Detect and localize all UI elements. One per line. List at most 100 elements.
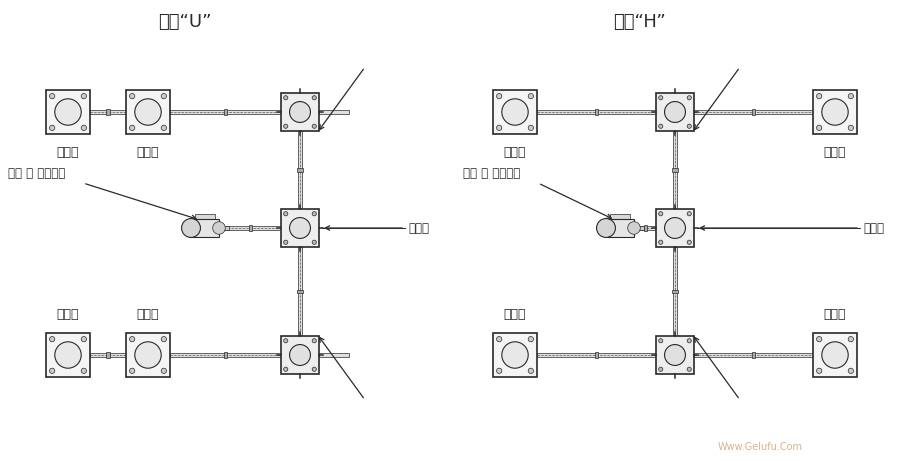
Circle shape	[848, 125, 854, 130]
Bar	[170, 110, 281, 114]
Circle shape	[129, 125, 135, 130]
Circle shape	[49, 368, 55, 373]
Circle shape	[664, 344, 685, 366]
Bar	[595, 352, 598, 358]
Bar	[595, 109, 598, 115]
Circle shape	[597, 219, 615, 237]
Text: 布局“H”: 布局“H”	[613, 13, 666, 31]
Bar	[297, 168, 303, 172]
Bar	[752, 109, 755, 115]
Bar	[634, 226, 644, 230]
Circle shape	[284, 96, 288, 100]
Circle shape	[659, 367, 662, 372]
Bar	[694, 110, 813, 114]
Text: 升降机: 升降机	[504, 308, 526, 321]
Bar	[319, 110, 349, 114]
Circle shape	[501, 99, 528, 125]
Circle shape	[497, 94, 501, 99]
Circle shape	[129, 94, 135, 99]
Bar	[493, 333, 537, 377]
Circle shape	[135, 342, 161, 368]
Bar	[694, 353, 813, 357]
Bar	[298, 131, 302, 209]
Circle shape	[161, 368, 167, 373]
Bar	[90, 353, 126, 357]
Bar	[191, 219, 219, 237]
Circle shape	[312, 339, 317, 343]
Bar	[224, 352, 228, 358]
Bar	[606, 219, 634, 237]
Circle shape	[501, 342, 528, 368]
Circle shape	[161, 337, 167, 342]
Circle shape	[528, 368, 533, 373]
Circle shape	[659, 212, 662, 216]
Circle shape	[816, 94, 822, 99]
Bar	[298, 247, 302, 336]
Circle shape	[289, 218, 310, 238]
Circle shape	[664, 218, 685, 238]
Bar	[219, 226, 229, 230]
Circle shape	[687, 96, 692, 100]
Bar	[90, 110, 126, 114]
Circle shape	[528, 337, 533, 342]
Text: 升降机: 升降机	[824, 146, 846, 159]
Bar	[281, 336, 319, 374]
Bar	[220, 226, 281, 230]
Circle shape	[687, 212, 692, 216]
Circle shape	[497, 337, 501, 342]
Circle shape	[81, 337, 86, 342]
Circle shape	[284, 339, 288, 343]
Circle shape	[284, 124, 288, 128]
Bar	[672, 168, 678, 172]
Circle shape	[528, 125, 533, 130]
Bar	[643, 225, 647, 231]
Circle shape	[81, 94, 86, 99]
Bar	[656, 336, 694, 374]
Circle shape	[664, 101, 685, 123]
Bar	[610, 214, 630, 224]
Text: 齿轮筱: 齿轮筱	[863, 221, 884, 235]
Circle shape	[289, 101, 310, 123]
Circle shape	[49, 337, 55, 342]
Text: 升降机: 升降机	[136, 146, 159, 159]
Text: 升降机: 升降机	[136, 308, 159, 321]
Circle shape	[659, 124, 662, 128]
Text: 电机 或 手轮驱动: 电机 或 手轮驱动	[8, 166, 66, 179]
Bar	[224, 109, 228, 115]
Text: 齿轮筱: 齿轮筱	[408, 221, 429, 235]
Circle shape	[55, 342, 81, 368]
Circle shape	[129, 368, 135, 373]
Bar	[537, 110, 656, 114]
Bar	[813, 90, 857, 134]
Bar	[46, 90, 90, 134]
Circle shape	[497, 368, 501, 373]
Circle shape	[284, 212, 288, 216]
Circle shape	[284, 367, 288, 372]
Circle shape	[659, 339, 662, 343]
Bar	[319, 353, 349, 357]
Bar	[537, 353, 656, 357]
Text: 升降机: 升降机	[56, 308, 79, 321]
Circle shape	[848, 337, 854, 342]
Bar	[297, 290, 303, 293]
Bar	[813, 333, 857, 377]
Circle shape	[135, 99, 161, 125]
Bar	[493, 90, 537, 134]
Circle shape	[687, 124, 692, 128]
Circle shape	[182, 219, 200, 237]
Circle shape	[55, 99, 81, 125]
Circle shape	[81, 368, 86, 373]
Text: 布局“U”: 布局“U”	[158, 13, 212, 31]
Circle shape	[816, 337, 822, 342]
Circle shape	[49, 125, 55, 130]
Bar	[672, 247, 677, 336]
Circle shape	[687, 240, 692, 244]
Circle shape	[687, 339, 692, 343]
Bar	[281, 93, 319, 131]
Circle shape	[312, 240, 317, 244]
Bar	[195, 214, 215, 224]
Bar	[248, 225, 252, 231]
Bar	[46, 333, 90, 377]
Circle shape	[161, 94, 167, 99]
Circle shape	[816, 368, 822, 373]
